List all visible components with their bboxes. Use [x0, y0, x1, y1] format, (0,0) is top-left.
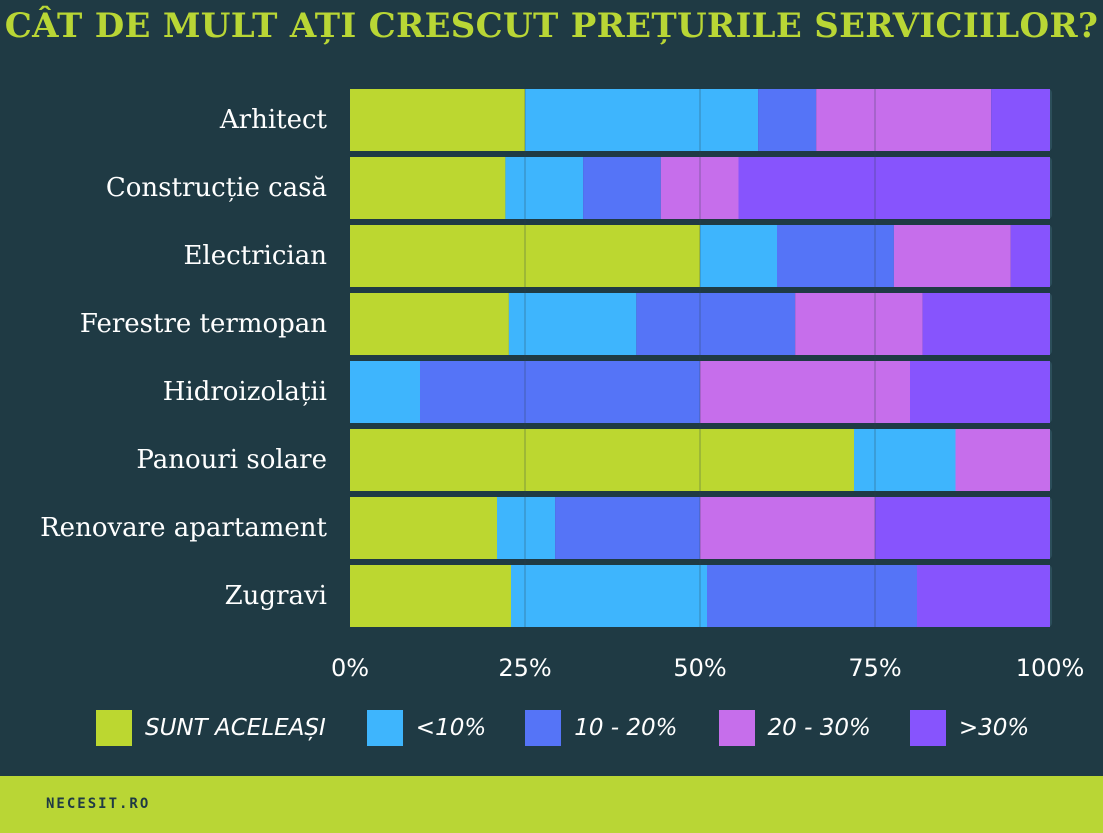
- bar-segment-s3-r4: [700, 361, 910, 423]
- legend-swatch-20-30: [718, 710, 755, 746]
- bar-segment-s4-r7: [917, 565, 1050, 627]
- bar-segment-s2-r2: [777, 225, 894, 287]
- category-label: Hidroizolații: [163, 377, 327, 407]
- bar-segment-s1-r5: [854, 429, 956, 491]
- bar-segment-s0-r6: [350, 497, 497, 559]
- bar-segment-s3-r1: [660, 157, 739, 219]
- stacked-bar-chart: Arhitect Construcție casă Electrician Feres…: [40, 89, 1085, 682]
- bar-segment-s0-r0: [350, 89, 525, 151]
- x-tick-label: 75%: [848, 654, 901, 682]
- legend-label-under-10: <10%: [415, 715, 487, 741]
- category-label: Panouri solare: [136, 445, 327, 475]
- bar-segment-s1-r3: [508, 293, 637, 355]
- bar-segment-s3-r6: [700, 497, 875, 559]
- legend-swatch-under-10: [366, 710, 403, 746]
- bar-segment-s3-r3: [795, 293, 923, 355]
- bar-segment-s3-r5: [955, 429, 1050, 491]
- legend-label-10-20: 10 - 20%: [574, 715, 678, 741]
- legend-swatch-10-20: [525, 710, 562, 746]
- bar-segment-s4-r0: [991, 89, 1050, 151]
- legend-item-same: SUNT ACELEAȘI: [96, 710, 326, 746]
- bar-segment-s0-r2: [350, 225, 700, 287]
- x-tick-label: 100%: [1016, 654, 1085, 682]
- bar-segment-s1-r4: [350, 361, 420, 423]
- legend-item-20-30: 20 - 30%: [718, 710, 871, 746]
- legend-item-10-20: 10 - 20%: [525, 710, 678, 746]
- bar-segment-s3-r2: [893, 225, 1011, 287]
- bar-segment-s1-r7: [511, 565, 707, 627]
- bar-segment-s2-r3: [636, 293, 796, 355]
- bar-segment-s1-r6: [497, 497, 556, 559]
- bar-segment-s4-r2: [1010, 225, 1050, 287]
- bar-segment-s3-r0: [816, 89, 992, 151]
- bar-segment-s0-r3: [350, 293, 509, 355]
- bar-segment-s2-r6: [555, 497, 700, 559]
- category-label: Construcție casă: [106, 173, 327, 203]
- category-label: Electrician: [183, 241, 327, 271]
- bar-segment-s1-r0: [525, 89, 759, 151]
- legend-swatch-same: [96, 710, 132, 746]
- bar-segment-s4-r3: [922, 293, 1050, 355]
- legend-item-under-10: <10%: [366, 710, 487, 746]
- bar-segment-s0-r1: [350, 157, 506, 219]
- legend-label-same: SUNT ACELEAȘI: [145, 715, 326, 741]
- legend-label-over-30: >30%: [958, 715, 1030, 741]
- bar-segment-s2-r7: [707, 565, 917, 627]
- bar-segment-s1-r2: [700, 225, 777, 287]
- legend-label-20-30: 20 - 30%: [767, 715, 871, 741]
- category-label: Ferestre termopan: [80, 309, 327, 339]
- bar-segment-s2-r1: [583, 157, 661, 219]
- bar-segment-s4-r1: [738, 157, 1050, 219]
- footer-brand: NECESIT.RO: [46, 796, 151, 812]
- x-tick-label: 0%: [331, 654, 369, 682]
- bar-segment-s0-r5: [350, 429, 854, 491]
- bar-segment-s4-r6: [875, 497, 1050, 559]
- chart-title: CÂT DE MULT AȚI CRESCUT PREȚURILE SERVIC…: [4, 6, 1099, 46]
- bar-segment-s2-r4: [420, 361, 700, 423]
- legend-item-over-30: >30%: [909, 710, 1030, 746]
- bar-segment-s0-r7: [350, 565, 511, 627]
- footer-bar: NECESIT.RO: [0, 776, 1103, 833]
- category-label: Zugravi: [225, 581, 327, 611]
- legend: SUNT ACELEAȘI <10% 10 - 20% 20 - 30% >30…: [96, 708, 1029, 748]
- category-label: Renovare apartament: [40, 513, 327, 543]
- category-label: Arhitect: [219, 105, 328, 135]
- x-tick-label: 25%: [498, 654, 551, 682]
- legend-swatch-over-30: [909, 710, 946, 746]
- x-tick-label: 50%: [673, 654, 726, 682]
- bar-segment-s4-r4: [910, 361, 1050, 423]
- bar-segment-s2-r0: [758, 89, 817, 151]
- bar-segment-s1-r1: [505, 157, 584, 219]
